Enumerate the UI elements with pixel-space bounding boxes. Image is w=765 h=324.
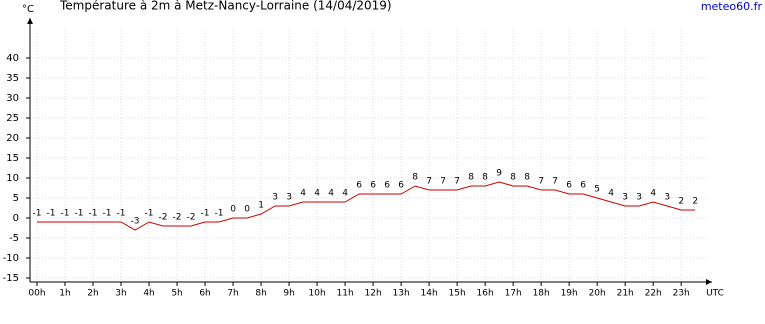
x-tick-label: 8h — [255, 289, 266, 299]
x-tick-label: 18h — [533, 289, 550, 299]
data-label: -1 — [47, 209, 56, 219]
data-label: 3 — [622, 193, 628, 203]
data-label: 6 — [370, 181, 376, 191]
x-tick-label: 13h — [393, 289, 410, 299]
y-tick-label: 20 — [6, 133, 19, 144]
data-label: -2 — [187, 213, 196, 223]
x-tick-label: 00h — [28, 289, 45, 299]
data-label: 6 — [398, 181, 404, 191]
data-label: 7 — [454, 177, 460, 187]
data-label: 1 — [258, 201, 264, 211]
x-tick-label: 11h — [337, 289, 354, 299]
data-label: -1 — [201, 209, 210, 219]
data-label: 7 — [538, 177, 544, 187]
x-tick-label: 17h — [505, 289, 522, 299]
y-tick-label: 30 — [6, 93, 19, 104]
data-label: -1 — [117, 209, 126, 219]
data-label: 3 — [272, 193, 278, 203]
data-label: 8 — [412, 173, 418, 183]
y-tick-label: 10 — [6, 173, 19, 184]
x-tick-label: 23h — [673, 289, 690, 299]
x-tick-label: 10h — [309, 289, 326, 299]
x-tick-label: 19h — [561, 289, 578, 299]
data-label: -2 — [159, 213, 168, 223]
y-tick-label: 5 — [13, 193, 19, 204]
x-tick-label: 4h — [143, 289, 154, 299]
data-label: 4 — [328, 189, 334, 199]
x-tick-label: 9h — [283, 289, 294, 299]
data-label: 6 — [566, 181, 572, 191]
data-label: 4 — [314, 189, 320, 199]
y-tick-label: -15 — [3, 273, 19, 284]
x-tick-label: 14h — [421, 289, 438, 299]
data-label: 9 — [496, 169, 502, 179]
data-label: 3 — [636, 193, 642, 203]
data-label: 6 — [356, 181, 362, 191]
y-tick-label: 0 — [13, 213, 19, 224]
data-label: 2 — [678, 197, 684, 207]
data-label: 8 — [524, 173, 530, 183]
data-label: -1 — [103, 209, 112, 219]
x-tick-label: 6h — [199, 289, 210, 299]
x-tick-label: 7h — [227, 289, 238, 299]
x-tick-label: 21h — [617, 289, 634, 299]
data-label: 6 — [580, 181, 586, 191]
data-label: -1 — [89, 209, 98, 219]
data-label: 3 — [664, 193, 670, 203]
data-label: 8 — [510, 173, 516, 183]
x-tick-label: 2h — [87, 289, 98, 299]
data-label: 3 — [286, 193, 292, 203]
x-tick-label: 12h — [365, 289, 382, 299]
data-label: -1 — [33, 209, 42, 219]
x-tick-label: 22h — [645, 289, 662, 299]
chart-title: Température à 2m à Metz-Nancy-Lorraine (… — [59, 0, 392, 13]
data-label: 7 — [426, 177, 432, 187]
data-label: -3 — [131, 217, 140, 227]
data-label: 2 — [692, 197, 698, 207]
data-label: -2 — [173, 213, 182, 223]
data-label: -1 — [145, 209, 154, 219]
axis-arrow — [27, 18, 33, 24]
x-tick-label: 20h — [589, 289, 606, 299]
data-label: 8 — [468, 173, 474, 183]
x-axis-label: UTC — [706, 289, 724, 299]
axis-arrow — [706, 279, 712, 285]
data-label: 4 — [650, 189, 656, 199]
data-label: 5 — [594, 185, 600, 195]
x-tick-label: 5h — [171, 289, 182, 299]
data-label: -1 — [215, 209, 224, 219]
data-label: 8 — [482, 173, 488, 183]
line — [37, 181, 696, 231]
data-label: -1 — [61, 209, 70, 219]
y-tick-label: 35 — [6, 73, 19, 84]
data-label: 0 — [230, 205, 236, 215]
y-tick-label: 40 — [6, 53, 19, 64]
x-tick-label: 16h — [477, 289, 494, 299]
x-tick-label: 15h — [449, 289, 466, 299]
data-label: 6 — [384, 181, 390, 191]
data-label: 4 — [300, 189, 306, 199]
y-tick-label: 15 — [6, 153, 19, 164]
x-tick-label: 3h — [115, 289, 126, 299]
data-label: 7 — [552, 177, 558, 187]
source-link[interactable]: meteo60.fr — [701, 0, 763, 13]
data-label: -1 — [75, 209, 84, 219]
x-tick-label: 1h — [59, 289, 70, 299]
data-label: 4 — [608, 189, 614, 199]
y-tick-label: -10 — [3, 253, 19, 264]
y-axis-label: °C — [22, 4, 34, 15]
data-label: 0 — [244, 205, 250, 215]
data-label: 7 — [440, 177, 446, 187]
y-tick-label: 25 — [6, 113, 19, 124]
data-label: 4 — [342, 189, 348, 199]
y-tick-label: -5 — [9, 233, 19, 244]
